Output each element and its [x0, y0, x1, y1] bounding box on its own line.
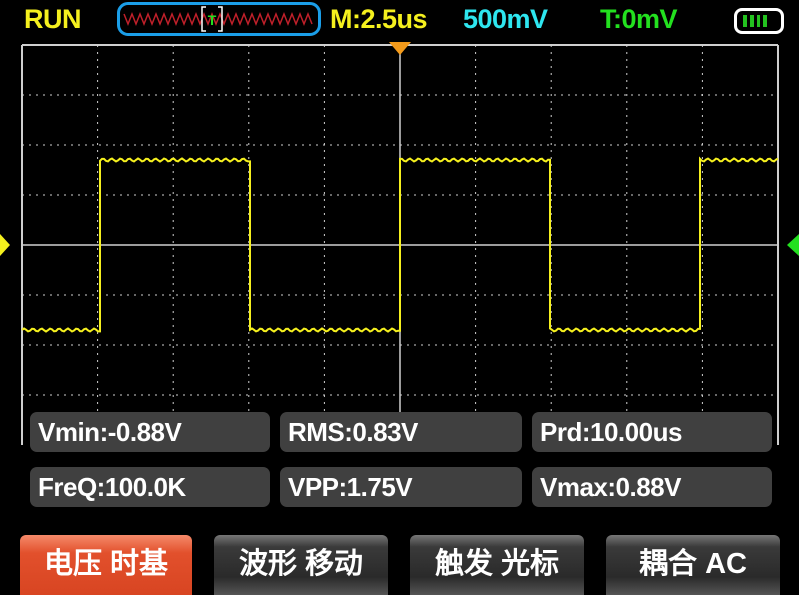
waveform-overview: T [117, 2, 321, 36]
coupling-ac-button[interactable]: 耦合 AC [606, 535, 780, 595]
run-status[interactable]: RUN [24, 4, 82, 34]
timebase-readout: M:2.5us [330, 4, 428, 34]
trigger-cursor-button[interactable]: 触发 光标 [410, 535, 584, 595]
measurement-frequency: FreQ:100.0K [30, 467, 270, 507]
waveform-trace [21, 156, 779, 333]
scope-display [0, 42, 799, 445]
waveform-move-button[interactable]: 波形 移动 [214, 535, 388, 595]
trigger-level-marker[interactable] [787, 234, 799, 256]
measurement-period: Prd:10.00us [532, 412, 772, 452]
battery-icon [734, 8, 784, 34]
trigger-position-pointer[interactable] [389, 42, 411, 55]
volts-per-div-readout: 500mV [463, 4, 548, 34]
measurement-vmax: Vmax:0.88V [532, 467, 772, 507]
measurement-vmin: Vmin:-0.88V [30, 412, 270, 452]
overview-wave-icon: T [123, 6, 313, 32]
trigger-marker: T [208, 12, 217, 28]
channel-offset-marker[interactable] [0, 234, 10, 256]
trigger-level-readout: T:0mV [600, 4, 678, 34]
voltage-timebase-button[interactable]: 电压 时基 [20, 535, 192, 595]
measurement-rms: RMS:0.83V [280, 412, 522, 452]
measurement-vpp: VPP:1.75V [280, 467, 522, 507]
